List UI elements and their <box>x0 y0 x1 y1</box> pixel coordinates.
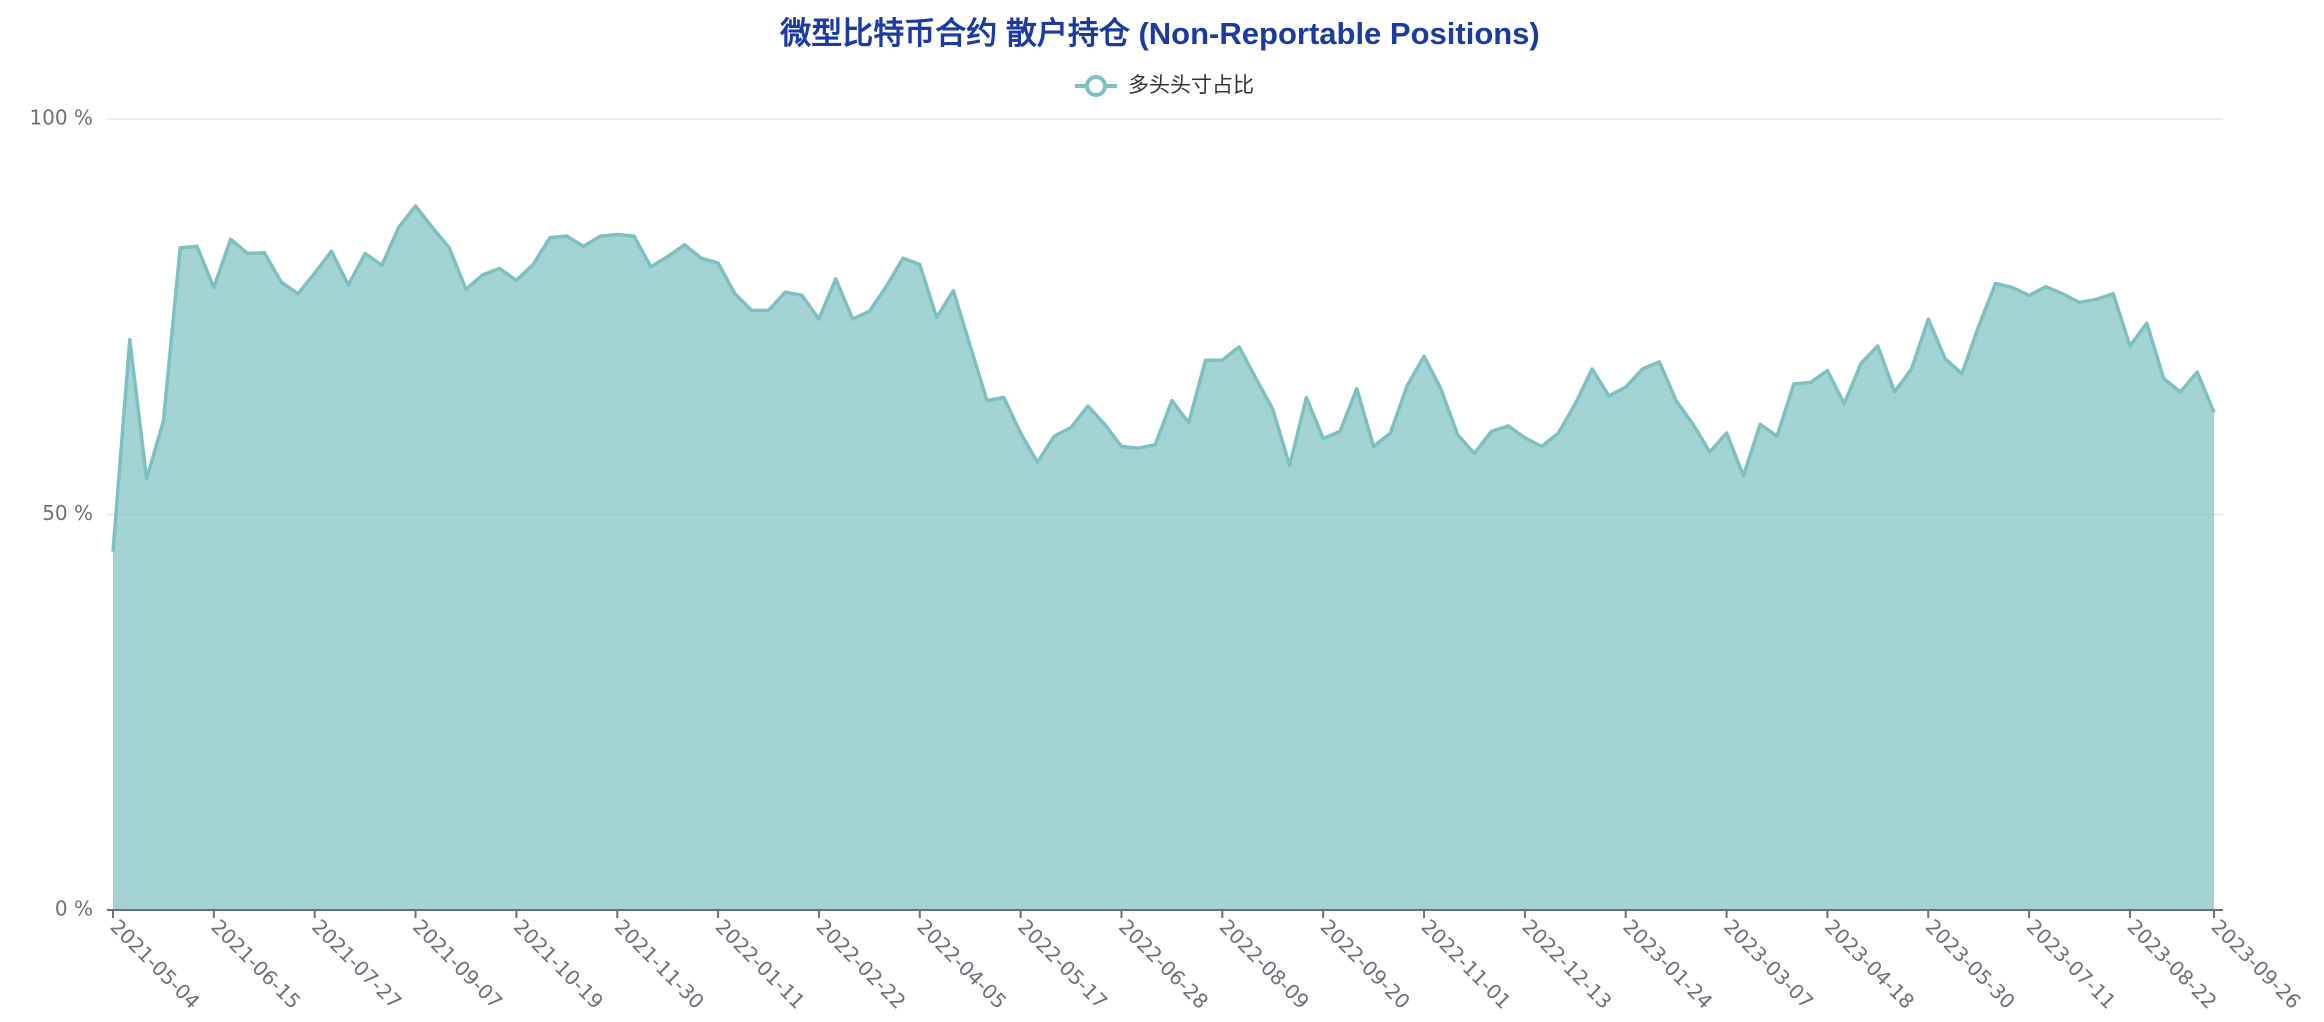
y-tick-label: 0 % <box>55 897 93 921</box>
x-tick-label: 2022-05-17 <box>1013 914 1112 1013</box>
x-tick-label: 2023-09-26 <box>2207 914 2306 1013</box>
legend-marker[interactable] <box>1085 75 1107 97</box>
x-tick-label: 2022-09-20 <box>1316 914 1415 1013</box>
x-tick-label: 2022-11-01 <box>1417 914 1516 1013</box>
chart-title: 微型比特币合约 散户持仓 (Non-Reportable Positions) <box>779 16 1540 51</box>
x-tick-label: 2022-06-28 <box>1114 914 1213 1013</box>
x-tick-label: 2021-11-30 <box>610 914 709 1013</box>
plot-area <box>107 118 2223 910</box>
legend-label[interactable]: 多头头寸占比 <box>1128 73 1254 97</box>
x-tick-label: 2021-07-27 <box>307 914 406 1013</box>
x-tick-label: 2023-08-22 <box>2123 914 2222 1013</box>
legend: 多头头寸占比 <box>1075 73 1254 97</box>
x-tick-label: 2023-04-18 <box>1820 914 1919 1013</box>
x-tick-label: 2021-10-19 <box>509 914 608 1013</box>
x-tick-label: 2022-08-09 <box>1215 914 1314 1013</box>
x-tick-label: 2021-05-04 <box>106 914 205 1013</box>
x-tick-label: 2023-07-11 <box>2022 914 2121 1013</box>
x-tick-label: 2022-12-13 <box>1517 914 1616 1013</box>
x-tick-label: 2021-09-07 <box>408 914 507 1013</box>
y-tick-label: 50 % <box>42 501 93 525</box>
x-tick-label: 2023-05-30 <box>1921 914 2020 1013</box>
x-tick-label: 2021-06-15 <box>206 914 305 1013</box>
area <box>113 206 2214 910</box>
x-tick-label: 2023-03-07 <box>1719 914 1818 1013</box>
y-tick-label: 100 % <box>29 106 93 130</box>
line <box>111 204 2216 552</box>
x-tick-label: 2022-04-05 <box>912 914 1011 1013</box>
x-tick-label: 2023-01-24 <box>1618 914 1717 1013</box>
x-tick-label: 2022-01-11 <box>711 914 810 1013</box>
x-tick-label: 2022-02-22 <box>812 914 911 1013</box>
